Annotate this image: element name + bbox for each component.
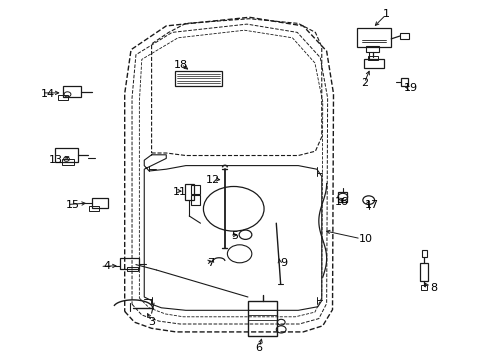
Bar <box>421 250 426 257</box>
Bar <box>247 301 277 336</box>
Bar <box>190 185 200 194</box>
Text: 5: 5 <box>231 231 238 241</box>
Bar <box>400 78 407 86</box>
Text: 3: 3 <box>148 317 155 327</box>
Bar <box>58 95 68 100</box>
Bar <box>184 184 193 200</box>
Text: 13: 13 <box>49 155 63 165</box>
Bar <box>120 258 139 269</box>
Text: 1: 1 <box>382 9 389 19</box>
Text: 15: 15 <box>65 200 79 210</box>
Text: 14: 14 <box>41 89 55 99</box>
Bar <box>190 195 200 205</box>
Bar <box>61 159 74 165</box>
Bar <box>62 86 81 97</box>
Text: 17: 17 <box>364 200 378 210</box>
Bar <box>367 56 377 60</box>
Bar <box>420 285 427 290</box>
Bar <box>175 71 221 86</box>
Text: 4: 4 <box>103 261 110 271</box>
Text: 12: 12 <box>205 175 219 185</box>
Bar <box>364 59 383 68</box>
Bar <box>127 267 138 271</box>
Text: 18: 18 <box>174 60 187 70</box>
Text: 8: 8 <box>430 283 437 293</box>
Bar <box>55 148 78 162</box>
Text: 2: 2 <box>360 78 367 88</box>
Text: 10: 10 <box>358 234 372 244</box>
Bar <box>419 263 427 281</box>
Bar <box>399 33 408 39</box>
Text: 11: 11 <box>173 186 186 197</box>
Text: 7: 7 <box>206 258 213 268</box>
Text: 6: 6 <box>255 343 262 354</box>
Bar <box>365 46 379 52</box>
Bar <box>356 28 390 47</box>
Text: 9: 9 <box>280 258 286 268</box>
Text: 16: 16 <box>335 197 348 207</box>
Bar <box>92 198 107 208</box>
Bar <box>338 192 346 202</box>
Text: 19: 19 <box>403 83 417 93</box>
Bar <box>89 206 99 211</box>
